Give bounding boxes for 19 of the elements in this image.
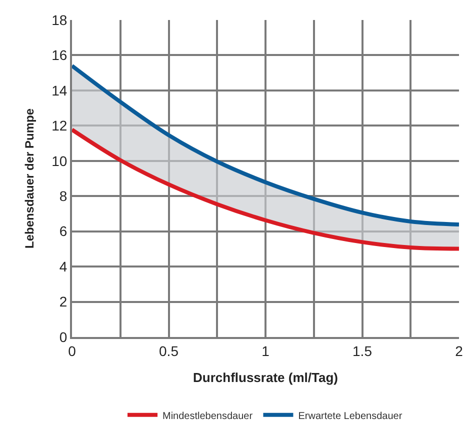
x-axis-title: Durchflussrate (ml/Tag) (193, 370, 338, 385)
y-tick-label: 12 (52, 118, 68, 134)
y-axis-title: Lebensdauer der Pumpe (22, 108, 36, 249)
y-tick-label: 18 (52, 12, 68, 28)
x-tick-label: 2 (455, 342, 464, 359)
legend-label: Erwartete Lebensdauer (298, 410, 403, 422)
legend-label: Mindestlebensdauer (162, 410, 254, 422)
x-tick-label: 0.5 (159, 342, 179, 359)
y-tick-label: 14 (52, 82, 68, 98)
x-tick-label: 1.5 (352, 342, 372, 359)
y-tick-label: 6 (59, 223, 68, 240)
y-tick-label: 2 (59, 294, 68, 310)
x-tick-label: 1 (262, 342, 270, 359)
y-tick-label: 0 (59, 328, 68, 345)
y-tick-label: 4 (59, 258, 68, 274)
y-tick-label: 16 (52, 47, 68, 64)
y-tick-label: 10 (52, 152, 68, 169)
y-tick-label: 8 (59, 188, 68, 204)
line-series (72, 128, 459, 251)
